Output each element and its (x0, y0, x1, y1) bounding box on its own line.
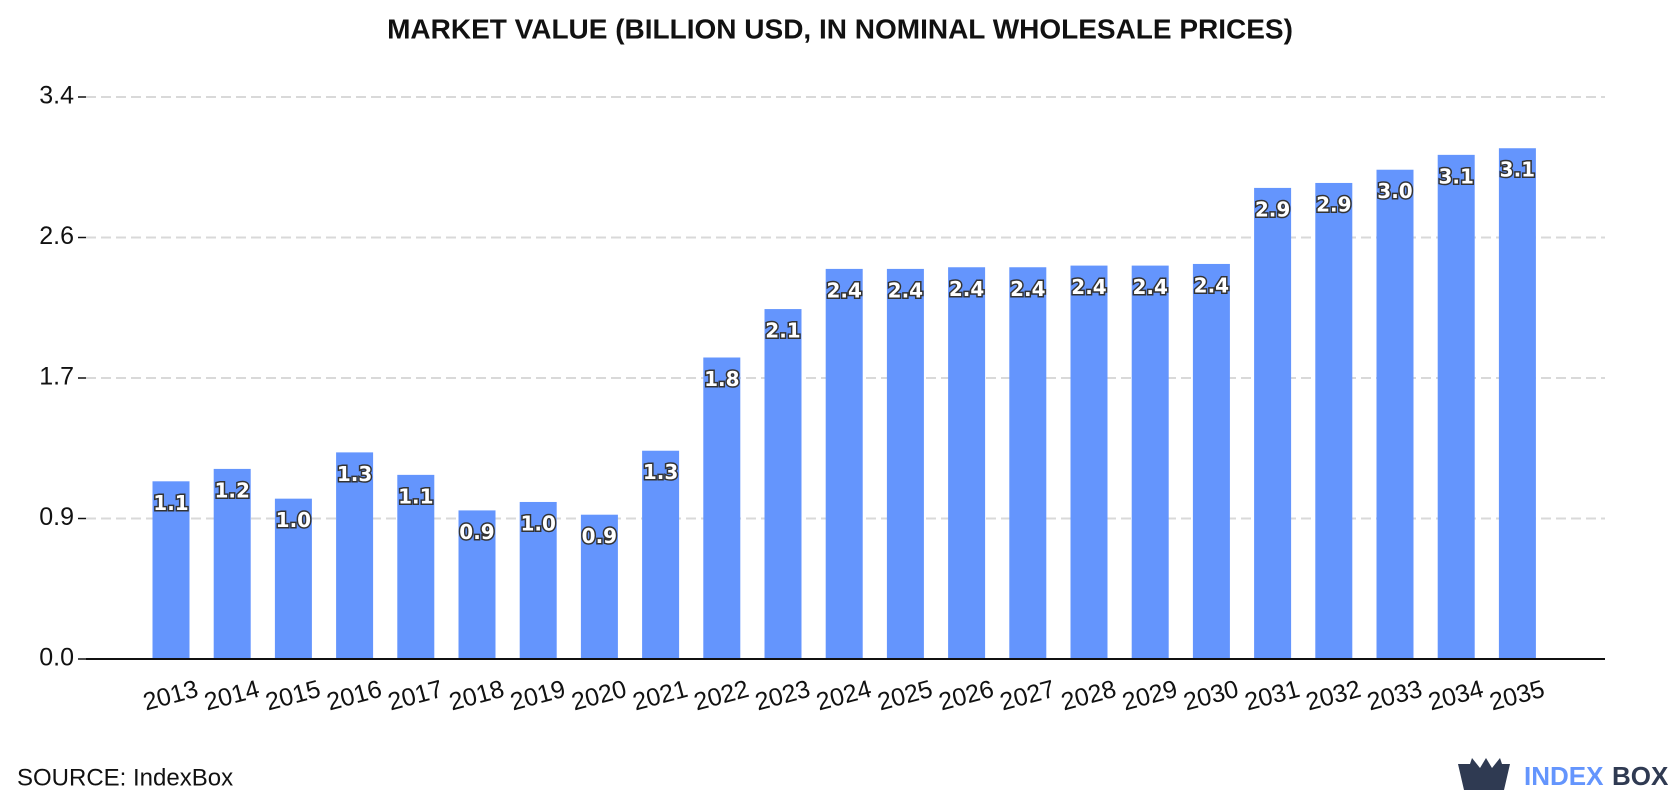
value-label: 2.4 (1194, 273, 1229, 297)
x-tick-label: 2023 (752, 675, 813, 716)
x-tick-label: 2026 (936, 675, 997, 716)
x-tick-label: 2035 (1487, 675, 1548, 716)
x-tick-label: 2017 (385, 675, 446, 716)
value-label: 1.8 (704, 367, 739, 391)
bar (152, 481, 190, 659)
value-label: 1.3 (643, 460, 678, 484)
bar (1437, 154, 1475, 659)
bar (1131, 265, 1169, 659)
value-label: 1.3 (337, 462, 372, 486)
value-label: 1.2 (214, 478, 249, 502)
x-tick-label: 2015 (263, 675, 324, 716)
logo-text: BOX (1612, 761, 1669, 791)
value-label: 1.1 (398, 484, 433, 508)
value-label: 1.0 (520, 511, 555, 535)
value-label: 2.4 (826, 278, 861, 302)
logo-icon (1458, 758, 1510, 790)
value-label: 2.4 (1132, 275, 1167, 299)
y-tick-label: 0.9 (39, 503, 74, 531)
x-tick-label: 2030 (1181, 675, 1242, 716)
y-tick-label: 2.6 (39, 222, 74, 250)
chart-title: MARKET VALUE (BILLION USD, IN NOMINAL WH… (387, 13, 1293, 44)
bar (458, 510, 496, 659)
value-label: 3.0 (1377, 179, 1412, 203)
bar (703, 357, 741, 659)
x-tick-label: 2027 (997, 675, 1058, 716)
bar (336, 452, 374, 659)
bar (886, 268, 924, 659)
bar (642, 450, 680, 659)
bar (825, 268, 863, 659)
bar (1315, 182, 1353, 659)
x-tick-label: 2018 (446, 675, 507, 716)
value-label: 3.1 (1438, 164, 1473, 188)
x-tick-label: 2033 (1364, 675, 1425, 716)
bar (1009, 267, 1047, 659)
value-label: 2.4 (949, 277, 984, 301)
bar (397, 474, 435, 659)
x-tick-label: 2022 (691, 675, 752, 716)
x-tick-label: 2034 (1425, 675, 1486, 716)
x-tick-label: 2021 (630, 675, 691, 716)
x-tick-label: 2029 (1119, 675, 1180, 716)
bar (1254, 187, 1292, 660)
bar (519, 501, 557, 659)
bar (764, 309, 802, 659)
x-tick-label: 2020 (569, 675, 630, 716)
bar (1192, 263, 1230, 659)
value-label: 3.1 (1500, 158, 1535, 182)
x-tick-label: 2031 (1242, 675, 1303, 716)
value-label: 2.1 (765, 319, 800, 343)
bar (1376, 169, 1414, 659)
x-tick-label: 2032 (1303, 675, 1364, 716)
bar (948, 267, 986, 659)
x-tick-label: 2019 (507, 675, 568, 716)
value-label: 2.4 (1010, 277, 1045, 301)
x-tick-label: 2024 (813, 675, 874, 716)
y-tick-label: 0.0 (39, 644, 74, 672)
x-tick-label: 2025 (875, 675, 936, 716)
bar (1070, 265, 1108, 659)
x-tick-label: 2013 (140, 675, 201, 716)
x-tick-label: 2016 (324, 675, 385, 716)
y-tick-label: 1.7 (39, 363, 74, 391)
value-label: 0.9 (582, 524, 617, 548)
x-tick-label: 2014 (201, 675, 262, 716)
bar (213, 468, 251, 659)
bar (274, 498, 312, 659)
source: SOURCE: IndexBox (17, 764, 233, 791)
value-label: 2.9 (1255, 197, 1290, 221)
bar (580, 514, 618, 659)
value-label: 1.0 (276, 508, 311, 532)
x-tick-label: 2028 (1058, 675, 1119, 716)
logo-text: INDEX (1524, 761, 1604, 791)
value-label: 2.4 (888, 278, 923, 302)
value-label: 0.9 (459, 520, 494, 544)
y-tick-label: 3.4 (39, 82, 74, 110)
value-label: 1.1 (153, 491, 188, 515)
bar (1498, 148, 1536, 659)
value-label: 2.4 (1071, 275, 1106, 299)
value-label: 2.9 (1316, 192, 1351, 216)
